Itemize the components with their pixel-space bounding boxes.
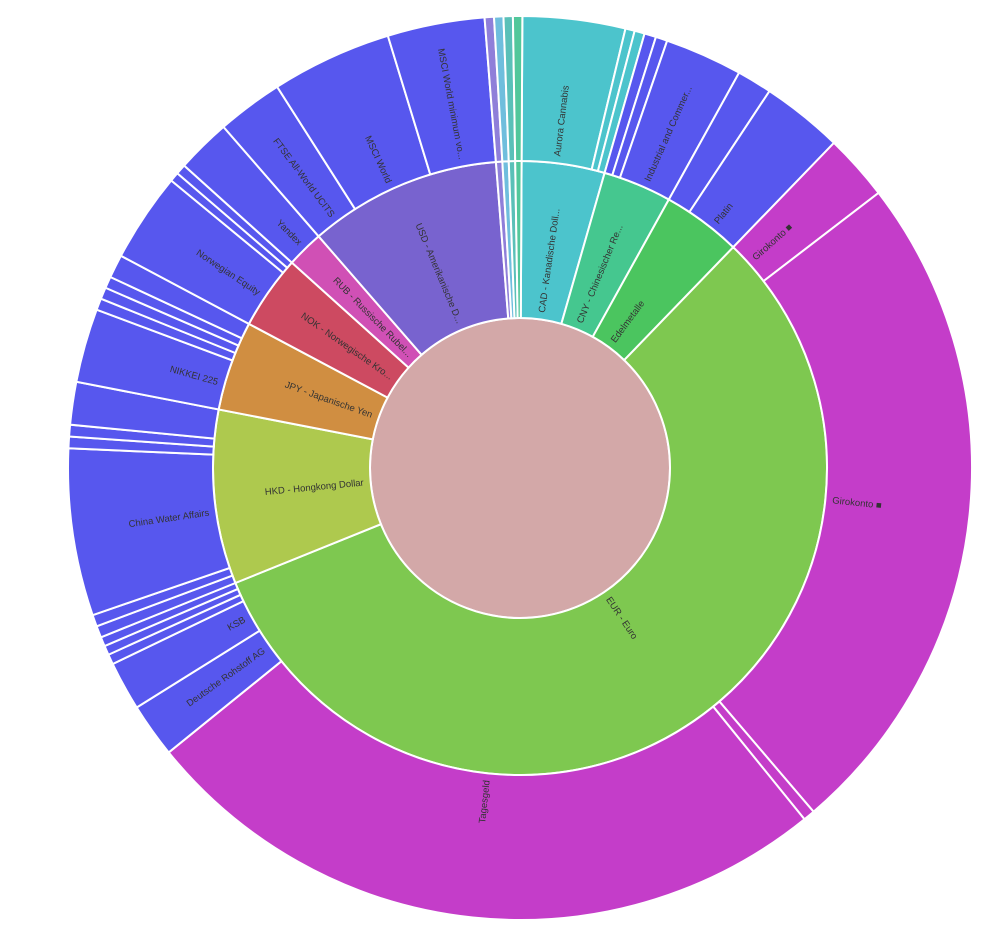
sunburst-center[interactable] [369,317,671,619]
sunburst-segment[interactable] [511,15,524,163]
sunburst-segment-tagesgeld[interactable] [167,659,806,921]
sunburst-segment-girokonto[interactable] [717,191,973,814]
